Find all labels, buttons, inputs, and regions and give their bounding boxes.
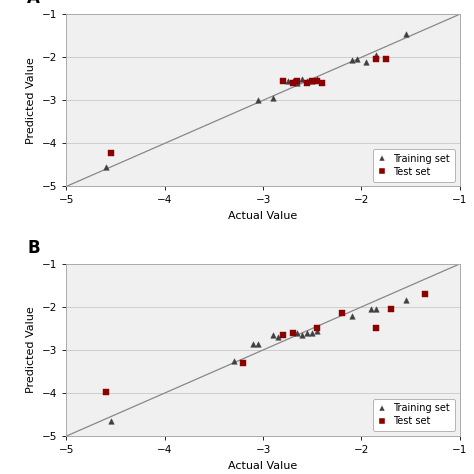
Point [255,341,262,348]
Point [230,357,237,365]
Point [373,305,380,313]
Point [299,331,306,339]
Point [294,77,301,85]
Legend: Training set, Test set: Training set, Test set [373,399,455,431]
Point [309,77,316,85]
X-axis label: Actual Value: Actual Value [228,211,298,221]
Point [107,417,114,425]
Point [284,77,292,85]
Point [107,149,114,156]
Point [255,97,262,104]
Point [294,79,301,87]
Point [309,77,316,85]
Y-axis label: Predicted Value: Predicted Value [27,307,36,393]
Legend: Training set, Test set: Training set, Test set [373,149,455,182]
Point [309,329,316,337]
Point [373,51,380,59]
Point [289,329,296,337]
Point [402,297,410,304]
Point [102,163,109,171]
Point [387,305,395,313]
Point [249,341,257,348]
Point [402,30,410,37]
Point [319,79,326,87]
Point [421,290,429,298]
Point [303,79,311,87]
Point [382,55,390,63]
Point [348,56,356,64]
X-axis label: Actual Value: Actual Value [228,461,298,471]
Point [289,79,296,87]
Point [289,77,296,85]
Text: A: A [27,0,40,7]
Point [338,310,346,317]
Point [313,327,321,334]
Point [303,77,311,85]
Point [313,75,321,82]
Point [367,305,375,313]
Point [363,58,370,65]
Point [269,94,277,102]
Point [348,312,356,319]
Point [279,331,286,339]
Point [303,329,311,337]
Point [353,55,360,63]
Point [279,77,286,85]
Point [313,325,321,332]
Point [373,55,380,63]
Point [299,75,306,82]
Point [294,329,301,337]
Point [373,325,380,332]
Y-axis label: Predicted Value: Predicted Value [27,57,36,144]
Point [269,331,277,339]
Point [313,77,321,85]
Point [102,388,109,396]
Point [239,359,247,367]
Text: B: B [27,239,40,257]
Point [274,333,282,341]
